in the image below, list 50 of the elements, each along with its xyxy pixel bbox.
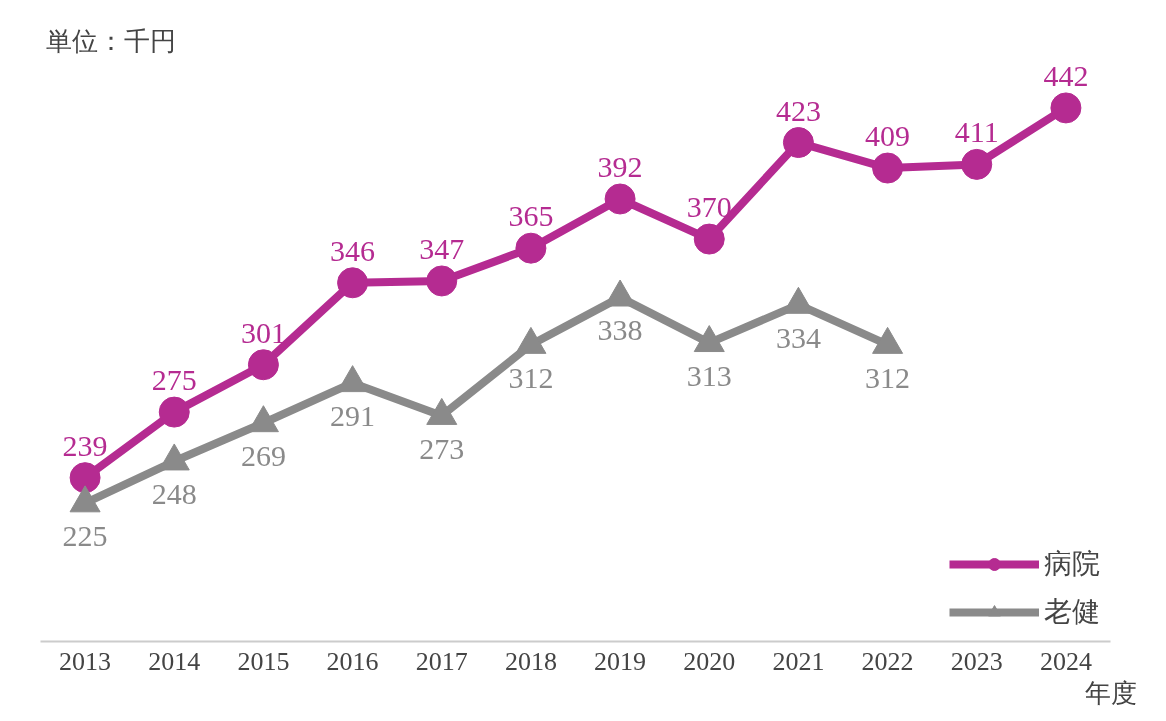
data-label: 275 <box>151 363 197 397</box>
point <box>1050 92 1082 124</box>
x-tick-label: 2013 <box>59 646 112 676</box>
point <box>961 148 993 180</box>
data-label: 423 <box>775 93 821 127</box>
point <box>782 127 814 159</box>
data-label: 365 <box>508 199 554 233</box>
data-label: 338 <box>597 313 643 347</box>
legend-label: 老健 <box>1044 594 1100 630</box>
x-tick-label: 2016 <box>326 646 379 676</box>
x-tick-label: 2022 <box>861 646 914 676</box>
x-tick-label: 2024 <box>1039 646 1092 676</box>
data-label: 291 <box>330 398 376 432</box>
data-label: 411 <box>954 115 999 149</box>
point <box>426 397 458 425</box>
point <box>693 325 725 353</box>
data-label: 312 <box>865 360 911 394</box>
text: 単位：千円 <box>45 25 176 56</box>
data-label: 312 <box>508 360 554 394</box>
legend-label: 病院 <box>1044 546 1100 582</box>
x-tick-label: 2020 <box>683 646 736 676</box>
point <box>426 265 458 297</box>
data-label: 273 <box>419 431 465 465</box>
data-label: 225 <box>62 519 108 553</box>
x-tick-label: 2017 <box>415 646 468 676</box>
x-tick-label: 2021 <box>772 646 825 676</box>
data-label: 346 <box>330 233 376 267</box>
point <box>604 183 636 215</box>
data-label: 392 <box>597 150 643 183</box>
x-tick-label: 2018 <box>504 646 557 676</box>
data-label: 313 <box>686 358 732 392</box>
point <box>693 223 725 255</box>
x-tick-label: 2014 <box>148 646 201 676</box>
data-label: 269 <box>240 439 286 473</box>
data-label: 301 <box>240 315 286 349</box>
data-label: 248 <box>151 477 197 511</box>
x-tick-label: 2023 <box>950 646 1003 676</box>
point <box>872 152 904 184</box>
data-label: 442 <box>1043 58 1089 92</box>
x-axis-title: 年度 <box>1084 677 1137 708</box>
point <box>69 485 101 513</box>
point <box>337 267 369 299</box>
data-label: 347 <box>419 231 465 265</box>
data-label: 239 <box>62 428 108 462</box>
x-tick-label: 2015 <box>237 646 290 676</box>
point <box>515 232 547 264</box>
data-label: 334 <box>775 320 821 354</box>
x-tick-label: 2019 <box>594 646 647 676</box>
data-label: 370 <box>686 190 732 224</box>
data-label: 409 <box>865 119 911 153</box>
